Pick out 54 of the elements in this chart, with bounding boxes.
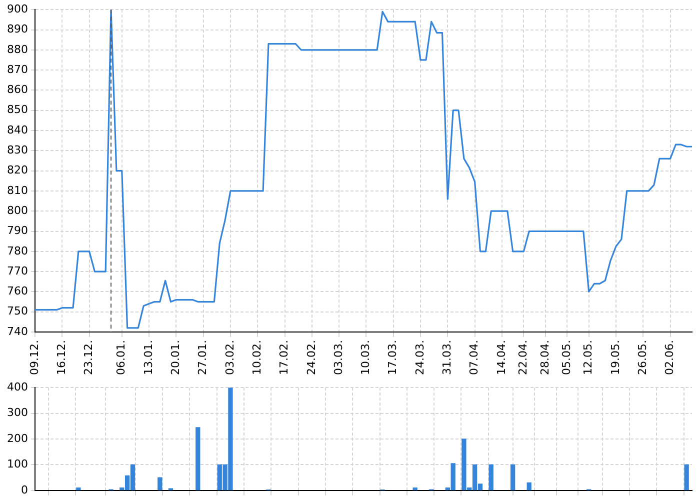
x-tick-label: 03.03. [332,340,345,376]
bar [488,464,494,490]
bar [684,464,689,490]
bar [510,464,516,490]
bar [196,427,200,490]
x-tick-label: 07.04. [468,340,481,376]
y-tick-label: 760 [7,284,28,298]
y-tick-label: 820 [7,164,28,177]
bar [76,488,81,490]
x-tick-label: 05.05. [560,340,573,376]
x-tick-label: 23.12. [82,340,96,376]
y-tick-label: 750 [7,304,28,318]
y-tick-label: 890 [7,22,28,36]
x-tick-label: 28.04. [538,340,552,376]
x-tick-label: 19.05. [608,340,622,376]
y-tick-label: 840 [7,123,28,136]
y-tick-label: 850 [7,103,28,116]
x-tick-label: 27.01. [196,340,210,376]
x-tick-label: 13.01. [142,340,155,376]
y-tick-label: 400 [7,380,28,394]
y-tick-label: 300 [7,406,28,420]
x-tick-label: 31.03. [440,340,454,376]
y-tick-label: 830 [7,144,28,157]
x-tick-label: 17.02. [278,340,291,376]
x-tick-label: 14.04. [494,340,508,376]
y-tick-label: 790 [7,224,28,238]
bar [526,482,532,490]
y-tick-label: 900 [7,2,28,16]
y-tick-label: 800 [7,204,28,217]
y-tick-label: 860 [7,83,28,96]
x-tick-label: 09.12. [28,340,41,376]
y-tick-label: 770 [7,264,28,278]
bar [158,477,162,490]
x-tick-label: 10.03. [359,340,372,376]
y-tick-label: 0 [21,483,28,496]
x-tick-label: 02.06. [663,340,676,376]
x-tick-label: 22.04. [516,340,530,376]
x-tick-label: 17.03. [386,340,400,376]
y-tick-label: 780 [7,244,28,258]
x-tick-label: 06.01. [114,340,128,376]
y-tick-label: 880 [7,42,28,56]
y-tick-label: 200 [7,432,28,445]
y-tick-label: 740 [7,324,28,338]
x-tick-label: 20.01. [169,340,182,376]
x-tick-label: 24.03. [413,340,426,376]
x-tick-label: 16.12. [55,340,68,376]
x-tick-label: 12.05. [582,340,595,376]
x-tick-label: 24.02. [304,340,318,376]
y-tick-label: 870 [7,62,28,76]
x-tick-label: 26.05. [636,340,649,376]
x-tick-label: 10.02. [250,340,264,376]
y-tick-label: 810 [7,184,28,197]
y-tick-label: 100 [7,458,28,471]
x-tick-label: 03.02. [223,340,236,376]
